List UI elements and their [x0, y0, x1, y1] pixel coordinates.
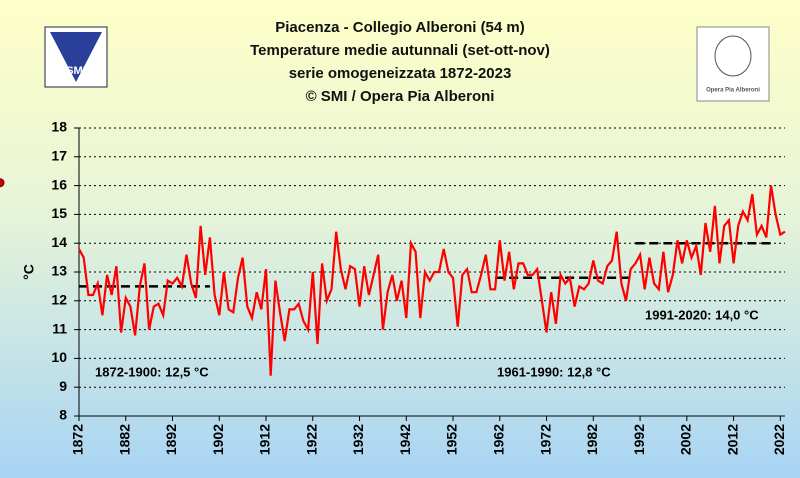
chart-title: Piacenza - Collegio Alberoni (54 m) — [275, 19, 525, 36]
x-tick-label: 1882 — [116, 424, 132, 455]
logo-shape — [714, 35, 752, 77]
logo-smi: SMI — [44, 26, 108, 88]
x-tick-label: 2012 — [724, 424, 740, 455]
logo-text: SMI — [66, 65, 86, 77]
y-tick-label: 17 — [51, 148, 67, 164]
y-tick-label: 12 — [51, 292, 67, 308]
x-tick-label: 2022 — [771, 424, 787, 455]
y-axis-label: °C — [21, 264, 37, 280]
x-tick-label: 1962 — [490, 424, 506, 455]
x-tick-label: 1872 — [70, 424, 86, 455]
period-label: 1991-2020: 14,0 °C — [645, 307, 759, 322]
chart-title: serie omogeneizzata 1872-2023 — [289, 65, 512, 82]
period-label: 1961-1990: 12,8 °C — [497, 364, 611, 379]
y-tick-label: 8 — [59, 407, 67, 423]
logo-shape — [50, 32, 102, 82]
y-tick-label: 15 — [51, 205, 67, 221]
x-tick-label: 1952 — [444, 424, 460, 455]
x-tick-label: 1972 — [537, 424, 553, 455]
y-tick-label: 11 — [52, 320, 67, 336]
chart-title: © SMI / Opera Pia Alberoni — [306, 88, 495, 105]
x-tick-label: 1922 — [303, 424, 319, 455]
x-tick-label: 1992 — [631, 424, 647, 455]
x-tick-label: 1932 — [350, 424, 366, 455]
x-tick-label: 1892 — [163, 424, 179, 455]
data-line — [78, 185, 786, 376]
logo-opera: Opera Pia Alberoni — [696, 26, 770, 102]
x-tick-label: 1912 — [257, 424, 273, 455]
y-tick-label: 16 — [51, 176, 67, 192]
x-tick-label: 1982 — [584, 424, 600, 455]
y-tick-label: 18 — [51, 119, 67, 135]
chart-title: Temperature medie autunnali (set-ott-nov… — [250, 42, 550, 59]
y-tick-label: 13 — [51, 263, 67, 279]
y-tick-label: 9 — [59, 378, 67, 394]
x-tick-label: 2002 — [678, 424, 694, 455]
x-tick-label: 1902 — [210, 424, 226, 455]
x-tick-label: 1942 — [397, 424, 413, 455]
y-tick-label: 10 — [51, 349, 67, 365]
logo-text: Opera Pia Alberoni — [706, 88, 760, 94]
logo-frame — [696, 26, 770, 102]
period-label: 1872-1900: 12,5 °C — [95, 364, 209, 379]
last-point — [0, 178, 5, 188]
y-tick-label: 14 — [51, 234, 67, 250]
